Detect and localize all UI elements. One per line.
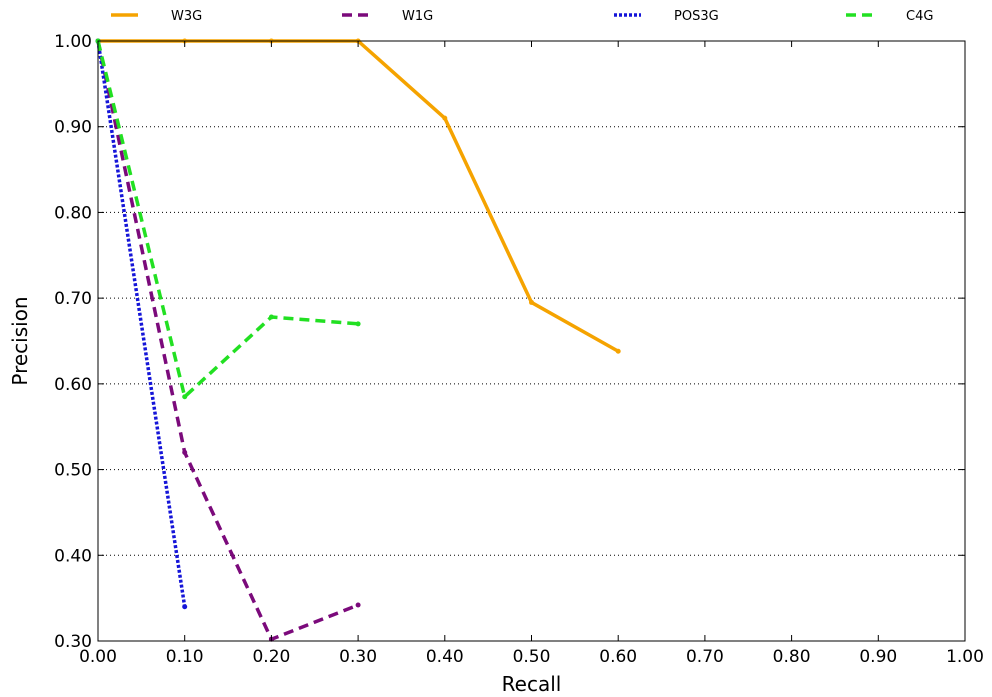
data-point-w1g [355,602,361,608]
x-tick-label: 0.40 [426,647,464,667]
plot-area-frame [97,40,966,642]
y-tick-label: 0.60 [54,375,92,395]
data-point-w1g [182,449,188,455]
x-axis-title: Recall [502,672,562,696]
legend: W3G W1G POS3G C4G [111,9,933,24]
x-tick-label: 1.00 [946,647,984,667]
data-point-c4g [182,394,188,400]
y-tick-label: 0.30 [54,632,92,652]
x-tick-label: 0.20 [252,647,290,667]
data-point-w3g [442,115,448,121]
data-point-w3g [615,348,621,354]
series-lines [95,38,621,642]
legend-label-c4g: C4G [906,9,933,24]
series-line-pos3g [96,40,187,607]
legend-label-pos3g: POS3G [674,9,719,24]
x-tick-label: 0.90 [859,647,897,667]
series-line-c4g [96,40,359,399]
y-tick-label: 0.50 [54,461,92,481]
y-tick-label: 0.90 [54,118,92,138]
y-tick-label: 1.00 [54,32,92,52]
data-point-w3g [529,299,534,305]
x-tick-label: 0.60 [599,647,637,667]
y-axis-title: Precision [8,296,32,385]
axis-ticks: 0.00 0.10 0.20 0.30 0.40 0.50 0.60 0.70 0.80 0.90… [54,32,984,667]
series-line-w1g [96,40,359,642]
y-tick-label: 0.70 [54,289,92,309]
x-tick-label: 0.80 [773,647,811,667]
x-tick-label: 0.00 [79,647,117,667]
series-line-w3g [98,39,620,353]
grid-lines [98,40,965,642]
x-tick-label: 0.30 [339,647,377,667]
legend-label-w1g: W1G [402,9,433,24]
y-tick-label: 0.40 [54,546,92,566]
x-tick-label: 0.10 [166,647,204,667]
x-tick-label: 0.70 [686,647,724,667]
data-point-pos3g [182,604,188,610]
y-tick-label: 0.80 [54,203,92,223]
data-point-c4g [355,321,361,327]
x-tick-label: 0.50 [513,647,551,667]
data-point-c4g [268,314,274,320]
legend-label-w3g: W3G [171,9,202,24]
